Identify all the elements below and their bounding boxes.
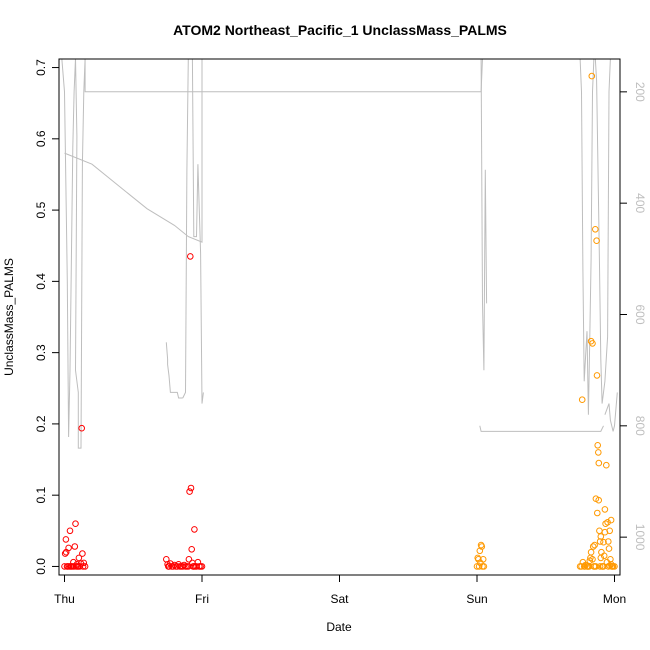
altitude-line-3 [182, 59, 189, 399]
y-axis: 0.0 0.1 0.2 0.3 0.4 0.5 0.6 0.7 [34, 59, 60, 575]
altitude-line-9 [604, 392, 618, 432]
y-tick-label: 0.1 [34, 487, 48, 504]
data-point [71, 543, 79, 550]
x-tick-label: Sun [466, 592, 487, 606]
x-axis: Thu Fri Sat Sun Mon [54, 574, 626, 606]
x-tick-label: Mon [603, 592, 626, 606]
y2-tick-label: 200 [633, 82, 647, 102]
data-point [79, 563, 87, 570]
altitude-lines [61, 59, 618, 449]
data-point [605, 538, 612, 545]
data-point [594, 509, 601, 517]
y-tick-label: 0.2 [34, 415, 48, 432]
data-point [65, 544, 72, 552]
data-point [479, 556, 487, 563]
y2-axis: 200 400 600 800 1000 [619, 82, 647, 551]
data-point [594, 442, 602, 449]
data-points [61, 72, 618, 570]
data-point [75, 554, 83, 562]
y-axis-label: UnclassMass_PALMS [2, 258, 16, 376]
y-tick-label: 0.3 [34, 344, 48, 361]
data-point [591, 541, 598, 549]
data-point [607, 516, 615, 524]
data-point [72, 520, 79, 528]
y-tick-label: 0.5 [34, 201, 48, 218]
data-point [187, 484, 195, 492]
data-point [80, 559, 88, 567]
altitude-line-6 [479, 425, 604, 432]
data-point [595, 496, 603, 504]
data-point [478, 543, 486, 550]
altitude-line-0 [61, 59, 483, 449]
data-point [475, 563, 483, 570]
altitude-line-2 [165, 342, 183, 399]
altitude-line-5 [480, 59, 488, 371]
data-point [606, 562, 614, 570]
x-axis-label: Date [326, 620, 352, 634]
data-point [596, 538, 604, 545]
data-point [588, 72, 596, 80]
chart-title: ATOM2 Northeast_Pacific_1 UnclassMass_PA… [173, 22, 507, 38]
data-point [593, 372, 601, 379]
data-point [595, 449, 602, 456]
data-point [611, 563, 618, 570]
data-point [597, 533, 605, 540]
altitude-line-8 [594, 59, 611, 404]
data-point [601, 528, 609, 536]
data-point [603, 461, 610, 469]
data-point [596, 563, 604, 570]
data-point [604, 519, 611, 526]
data-point [62, 536, 70, 543]
data-point [191, 526, 198, 533]
y2-tick-label: 800 [633, 416, 647, 436]
data-point [597, 554, 605, 562]
y2-tick-label: 400 [633, 193, 647, 213]
altitude-line-7 [579, 59, 595, 415]
y-tick-label: 0.7 [34, 59, 48, 76]
data-point [79, 550, 86, 557]
data-point [78, 424, 85, 432]
data-point [605, 545, 613, 552]
altitude-line-1 [64, 59, 203, 243]
data-point [475, 556, 482, 563]
x-tick-label: Sat [330, 592, 349, 606]
data-point [66, 527, 74, 535]
data-point [593, 237, 600, 244]
data-point [600, 538, 607, 546]
y-tick-label: 0.4 [34, 273, 48, 290]
altitude-line-4 [191, 59, 204, 404]
data-point [592, 563, 600, 570]
x-tick-label: Thu [54, 592, 75, 606]
data-point [188, 546, 195, 553]
data-point [61, 563, 68, 570]
data-point [600, 552, 608, 560]
data-point [61, 550, 69, 557]
data-point [601, 506, 609, 513]
data-point [186, 488, 193, 495]
data-point [595, 459, 603, 467]
data-point [589, 340, 596, 347]
data-point [607, 556, 614, 563]
data-point [185, 556, 193, 563]
data-point [600, 563, 607, 570]
data-point [587, 548, 595, 556]
data-point [589, 543, 597, 550]
data-point [578, 396, 586, 404]
data-point [187, 253, 194, 260]
data-point [169, 563, 177, 570]
data-point [81, 563, 89, 570]
y2-tick-label: 600 [633, 304, 647, 324]
y2-tick-label: 1000 [633, 524, 647, 551]
y-tick-label: 0.0 [34, 558, 48, 575]
data-point [592, 226, 599, 233]
data-point [198, 563, 206, 570]
x-tick-label: Fri [195, 592, 209, 606]
data-point [480, 563, 488, 570]
data-point [589, 556, 596, 563]
y-tick-label: 0.6 [34, 130, 48, 147]
